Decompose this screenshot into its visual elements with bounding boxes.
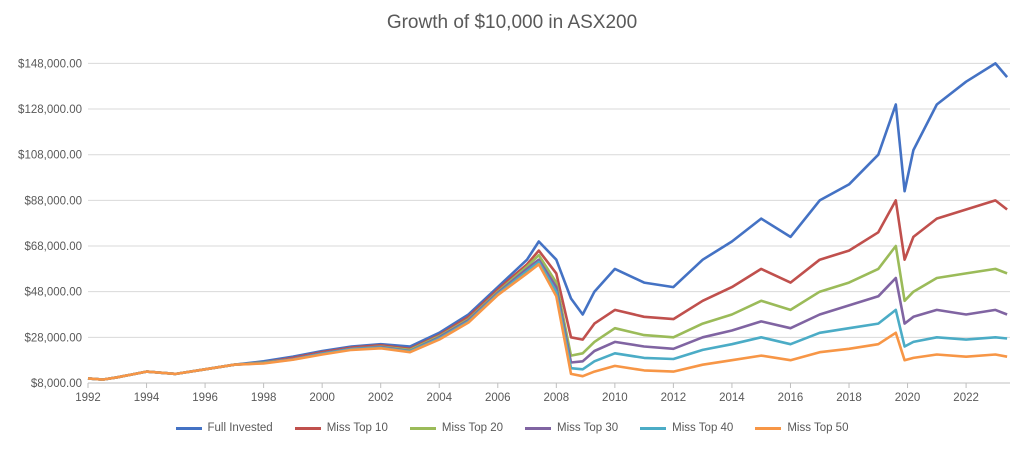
x-tick-label: 2008	[544, 392, 570, 404]
x-tick-label: 1992	[75, 392, 101, 404]
gridlines	[88, 62, 1010, 384]
legend-label: Miss Top 20	[441, 422, 504, 434]
x-tick-label: 2016	[778, 392, 804, 404]
legend: Full Invested Miss Top 10 Miss Top 20 Miss …	[0, 422, 1024, 434]
series-line-miss-top-20	[87, 244, 1008, 381]
legend-item: Miss Top 30	[525, 422, 618, 434]
x-tick-label: 2022	[953, 392, 979, 404]
axes: $8,000.00 $28,000.00 $48,000.00 $68,000.00 $…	[18, 58, 1010, 404]
y-tick-label: $68,000.00	[24, 241, 82, 253]
legend-swatch	[640, 426, 667, 430]
y-tick-label: $28,000.00	[24, 332, 82, 344]
legend-item: Full Invested	[175, 422, 273, 434]
legend-swatch	[525, 426, 552, 430]
legend-item: Miss Top 20	[409, 422, 504, 434]
y-tick-label: $88,000.00	[24, 195, 82, 207]
legend-label: Miss Top 40	[672, 422, 734, 434]
x-tick-label: 2012	[661, 392, 687, 404]
y-tick-label: $128,000.00	[18, 104, 82, 116]
x-tick-label: 2002	[368, 392, 394, 404]
y-tick-label: $108,000.00	[18, 150, 82, 162]
x-tick-label: 2018	[836, 392, 862, 404]
series-lines	[87, 62, 1009, 381]
x-tick-label: 1998	[251, 392, 277, 404]
legend-item: Miss Top 10	[294, 422, 388, 434]
legend-label: Full Invested	[207, 422, 273, 434]
series-line-full-invested	[87, 62, 1009, 381]
y-tick-label: $48,000.00	[24, 287, 82, 299]
legend-item: Miss Top 50	[755, 422, 848, 434]
x-tick-label: 2020	[895, 392, 921, 404]
legend-swatch	[409, 426, 436, 430]
y-tick-label: $8,000.00	[31, 378, 82, 390]
legend-label: Miss Top 30	[557, 422, 619, 434]
x-tick-label: 2006	[485, 392, 511, 404]
x-tick-label: 2004	[426, 392, 452, 404]
x-tick-label: 2000	[309, 392, 335, 404]
legend-label: Miss Top 10	[326, 422, 388, 434]
x-tick-label: 2010	[602, 392, 628, 404]
series-line-miss-top-50	[87, 262, 1008, 381]
series-line-miss-top-10	[87, 199, 1008, 381]
legend-swatch	[294, 426, 321, 430]
x-tick-label: 2014	[719, 392, 745, 404]
legend-item: Miss Top 40	[640, 422, 733, 434]
legend-swatch	[755, 426, 782, 430]
legend-label: Miss Top 50	[787, 422, 849, 434]
y-tick-label: $148,000.00	[18, 58, 82, 70]
chart-title: Growth of $10,000 in ASX200	[386, 12, 638, 33]
legend-swatch	[175, 426, 202, 430]
x-tick-label: 1996	[192, 392, 218, 404]
x-tick-label: 1994	[134, 392, 160, 404]
